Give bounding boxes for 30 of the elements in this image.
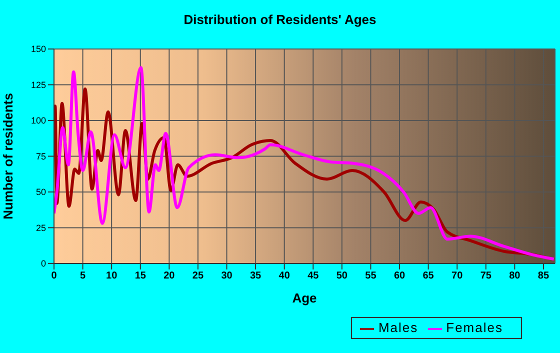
x-tick-label: 45 [308, 270, 320, 282]
x-tick-label: 75 [480, 270, 492, 282]
x-tick-label: 85 [538, 270, 550, 282]
x-tick-label: 40 [278, 270, 290, 282]
y-tick-label: 100 [30, 116, 46, 126]
y-tick-label: 75 [36, 151, 46, 162]
x-tick-label: 30 [221, 270, 233, 282]
y-axis-title: Number of residents [0, 93, 16, 220]
x-tick-label: 0 [51, 270, 58, 282]
x-axis-title: Age [292, 290, 317, 306]
x-tick-label: 20 [164, 270, 176, 282]
x-tick-label: 55 [365, 270, 377, 282]
y-tick-label: 25 [36, 222, 46, 233]
y-tick-label: 50 [36, 187, 46, 198]
x-tick-label: 15 [134, 270, 146, 282]
chart-title: Distribution of Residents' Ages [182, 12, 378, 27]
legend-label: Females [446, 320, 503, 336]
x-tick-label: 35 [250, 270, 262, 282]
x-tick-label: 50 [336, 270, 348, 282]
x-tick-label: 80 [509, 270, 521, 282]
y-tick-label: 125 [30, 80, 46, 90]
x-tick-label: 70 [452, 270, 464, 282]
y-tick-label: 150 [30, 44, 46, 54]
legend-label: Males [378, 320, 418, 336]
x-tick-label: 60 [394, 270, 406, 282]
x-tick-label: 10 [106, 270, 118, 282]
x-tick-label: 65 [422, 270, 434, 282]
x-tick-label: 5 [80, 270, 86, 282]
x-tick-label: 25 [192, 270, 204, 282]
y-tick-label: 0 [40, 258, 46, 269]
